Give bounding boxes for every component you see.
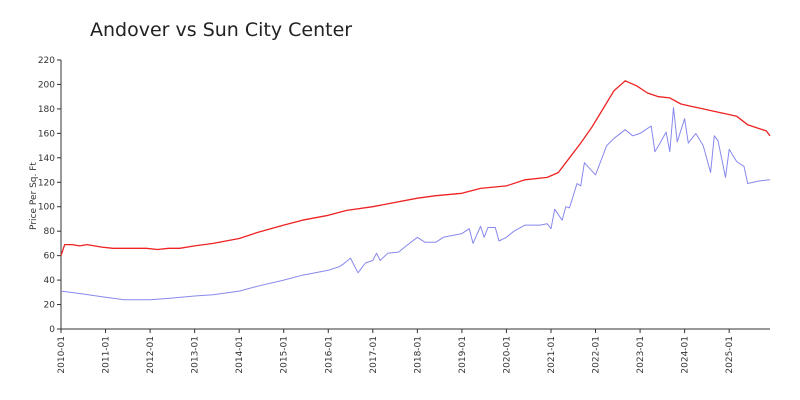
x-tick-label: 2015-01 xyxy=(280,336,290,374)
x-tick-label: 2018-01 xyxy=(413,336,423,374)
x-tick-label: 2011-01 xyxy=(102,336,112,374)
y-tick-label: 140 xyxy=(38,154,55,164)
x-tick-label: 2014-01 xyxy=(235,336,245,374)
x-tick-label: 2012-01 xyxy=(146,336,156,374)
y-tick-label: 60 xyxy=(44,252,56,262)
y-tick-label: 20 xyxy=(44,301,56,311)
x-tick-label: 2010-01 xyxy=(57,336,67,374)
y-tick-label: 40 xyxy=(44,276,56,286)
series-line-2 xyxy=(60,107,771,301)
x-tick-label: 2019-01 xyxy=(458,336,468,374)
series-line-1 xyxy=(60,80,771,256)
x-tick-label: 2022-01 xyxy=(592,336,602,374)
y-tick-label: 200 xyxy=(38,80,55,90)
x-tick-label: 2024-01 xyxy=(681,336,691,374)
y-tick-label: 0 xyxy=(49,325,55,335)
y-tick-label: 220 xyxy=(38,56,55,66)
y-tick-label: 160 xyxy=(38,129,55,139)
y-ticks: 0 20 40 60 80 100 120 140 160 180 200 220 xyxy=(38,56,61,335)
x-ticks: 2010-01 2011-01 2012-01 2013-01 2014-01 2015-… xyxy=(57,329,735,374)
y-tick-label: 120 xyxy=(38,178,55,188)
chart-title: Andover vs Sun City Center xyxy=(90,19,352,41)
y-tick-label: 80 xyxy=(44,227,56,237)
x-tick-label: 2017-01 xyxy=(369,336,379,374)
x-tick-label: 2021-01 xyxy=(547,336,557,374)
x-tick-label: 2023-01 xyxy=(636,336,646,374)
x-tick-label: 2025-01 xyxy=(725,336,735,374)
y-tick-label: 180 xyxy=(38,105,55,115)
x-tick-label: 2020-01 xyxy=(502,336,512,374)
y-axis-label: Price Per Sq. Ft xyxy=(29,162,39,230)
x-tick-label: 2016-01 xyxy=(324,336,334,374)
series-lines xyxy=(60,80,771,301)
y-tick-label: 100 xyxy=(38,203,55,213)
x-tick-label: 2013-01 xyxy=(191,336,201,374)
